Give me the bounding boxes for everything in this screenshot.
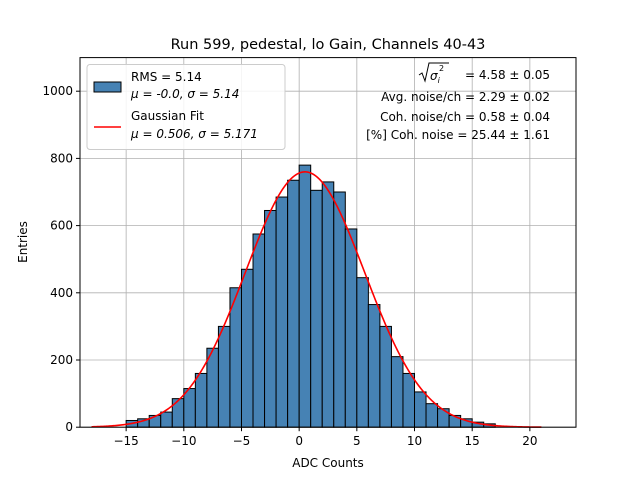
y-tick-label: 600 [50, 219, 73, 233]
gaussian-fit-line [91, 171, 542, 428]
x-tick-label: 20 [522, 434, 537, 448]
annotation-sqrt-sigma: σi 2 = 4.58 ± 0.05 [418, 62, 550, 85]
sqrt-exponent: 2 [439, 64, 444, 73]
y-tick-label: 0 [65, 420, 73, 434]
legend-histogram-stats: μ = -0.0, σ = 5.14 [130, 87, 239, 101]
plot-frame [79, 57, 577, 428]
histogram-bar [390, 356, 404, 428]
x-axis-ticks: −15 −10 −5 0 5 10 15 20 [113, 427, 538, 448]
histogram-bar [240, 268, 254, 428]
histogram-bar [275, 196, 289, 428]
chart-title: Run 599, pedestal, lo Gain, Channels 40-… [171, 37, 486, 53]
histogram-bar [206, 347, 219, 428]
histogram-bar [194, 372, 208, 428]
annotation-line-1: = 4.58 ± 0.05 [465, 68, 550, 82]
histogram-bar [425, 403, 439, 428]
histogram-bar [160, 411, 173, 428]
noise-annotations: σi 2 = 4.58 ± 0.05 Avg. noise/ch = 2.29 … [366, 62, 550, 142]
y-tick-label: 400 [50, 286, 73, 300]
y-axis-label: Entries [16, 221, 30, 263]
histogram-bar [344, 228, 358, 428]
x-axis-label: ADC Counts [292, 456, 364, 470]
x-tick-label: −15 [113, 434, 138, 448]
annotation-line-4: [%] Coh. noise = 25.44 ± 1.61 [366, 128, 550, 142]
histogram-bar [264, 209, 277, 428]
histogram-bar [183, 388, 196, 428]
legend-box [86, 64, 286, 150]
histogram-bar [402, 372, 416, 428]
x-tick-label: −10 [171, 434, 196, 448]
histogram-bar [298, 164, 312, 428]
histogram-bar [367, 304, 381, 428]
histogram-bar [321, 181, 335, 428]
x-tick-label: 0 [295, 434, 303, 448]
histogram-bar [171, 398, 185, 428]
sqrt-symbol [418, 62, 449, 83]
histogram-bars [125, 164, 496, 428]
histogram-bar [287, 179, 300, 428]
legend-fit-label: Gaussian Fit [131, 109, 204, 123]
legend-fit-stats: μ = 0.506, σ = 5.171 [130, 127, 258, 141]
y-tick-label: 1000 [42, 84, 73, 98]
x-tick-label: −5 [233, 434, 251, 448]
y-tick-label: 200 [50, 353, 73, 367]
annotation-line-3: Coh. noise/ch = 0.58 ± 0.04 [380, 110, 550, 124]
x-tick-label: 15 [465, 434, 480, 448]
x-tick-label: 10 [407, 434, 422, 448]
histogram-bar [310, 189, 323, 428]
legend-histogram-swatch [93, 81, 122, 93]
histogram-bar [333, 191, 346, 428]
histogram-bar [356, 277, 369, 428]
sqrt-radicand: σi [430, 69, 441, 85]
histogram-bar [252, 233, 266, 428]
legend: RMS = 5.14 μ = -0.0, σ = 5.14 Gaussian F… [86, 64, 286, 150]
histogram-bar [379, 325, 392, 428]
legend-histogram-label: RMS = 5.14 [131, 70, 202, 84]
histogram-bar [414, 391, 427, 428]
x-tick-label: 5 [353, 434, 361, 448]
histogram-bar [217, 325, 231, 428]
annotation-line-2: Avg. noise/ch = 2.29 ± 0.02 [381, 90, 550, 104]
y-axis-ticks: 0 200 400 600 800 1000 [42, 84, 80, 434]
y-tick-label: 800 [50, 151, 73, 165]
